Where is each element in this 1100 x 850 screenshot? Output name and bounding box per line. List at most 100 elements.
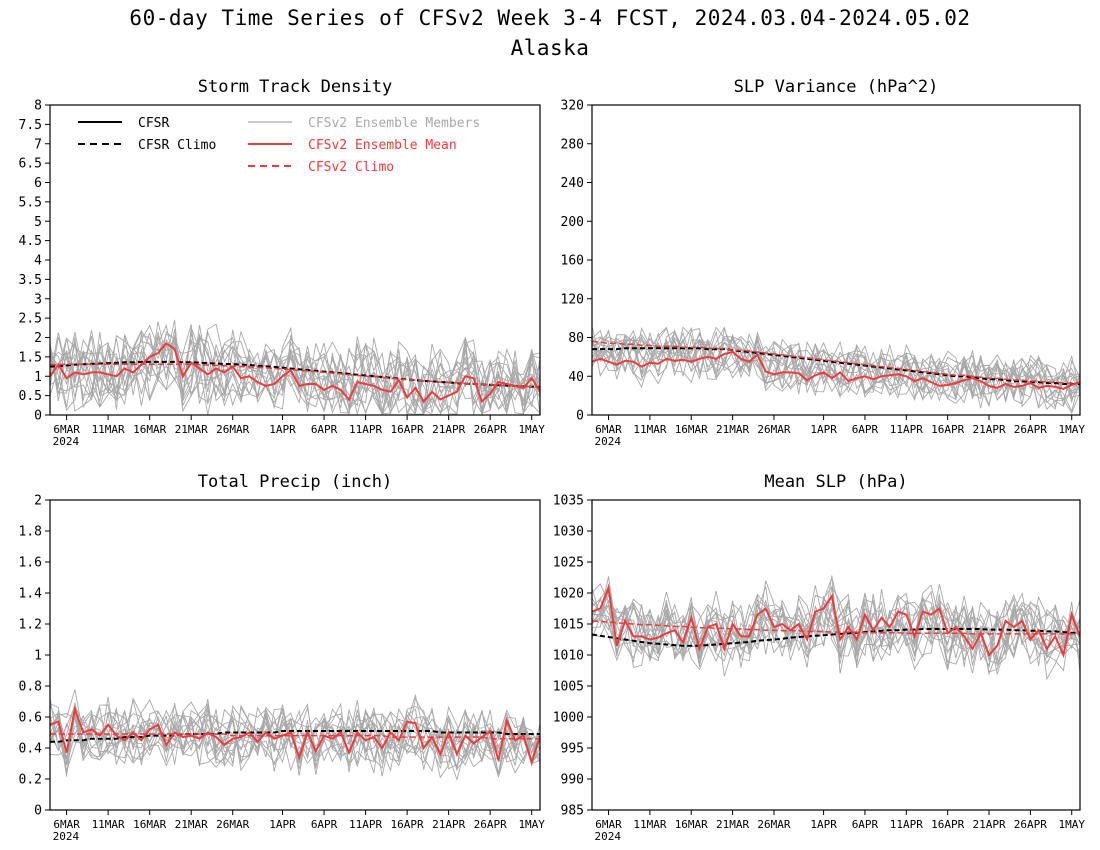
y-tick-label: 1.2 <box>19 618 42 633</box>
legend-label: CFSv2 Climo <box>308 160 394 175</box>
legend-label: CFSR <box>138 116 169 131</box>
chart-panel-3: Total Precip (inch) 0 0.2 0.4 0.6 0.8 1 1.2 1.4 1… <box>19 472 546 843</box>
y-tick-label: 0.5 <box>19 389 42 404</box>
y-tick-label: 0.8 <box>19 680 42 695</box>
x-tick-label: 11APR <box>890 818 923 831</box>
cfsv2-climo-line <box>592 620 1080 635</box>
legend-label: CFSv2 Ensemble Mean <box>308 138 457 153</box>
y-tick-label: 7 <box>34 137 42 152</box>
x-tick-label: 26APR <box>1014 423 1047 436</box>
figure-subtitle: Alaska <box>510 36 590 60</box>
plot-frame <box>49 104 541 416</box>
y-tick-label: 0 <box>34 804 42 819</box>
y-tick-label: 120 <box>561 292 584 307</box>
y-tick-label: 40 <box>568 370 584 385</box>
cfsr-climo-line <box>592 628 1080 647</box>
x-tick-label: 1APR <box>269 818 296 831</box>
ensemble-member-line <box>50 334 540 415</box>
plot-area <box>50 689 540 781</box>
ensemble-member-line <box>592 326 1080 409</box>
y-tick-label: 2 <box>34 331 42 346</box>
x-tick-label: 16MAR <box>675 818 708 831</box>
legend-label: CFSR Climo <box>138 138 216 153</box>
y-tick-label: 995 <box>561 742 584 757</box>
x-tick-label: 16APR <box>391 423 424 436</box>
x-tick-label: 21MAR <box>716 423 749 436</box>
x-tick-label: 6MAR <box>595 423 622 436</box>
plot-area <box>50 319 540 415</box>
plot-frame <box>49 499 541 811</box>
x-year-label: 2024 <box>53 435 80 448</box>
y-tick-label: 8 <box>34 99 42 114</box>
x-tick-label: 26APR <box>474 423 507 436</box>
plot-frame <box>591 499 1081 811</box>
x-tick-label: 1APR <box>810 818 837 831</box>
cfsv2-climo-line <box>592 340 1080 384</box>
ensemble-member-line <box>592 576 1080 661</box>
ensemble-member-line <box>50 324 540 415</box>
y-tick-label: 1000 <box>553 711 584 726</box>
x-tick-label: 11APR <box>349 818 382 831</box>
y-tick-label: 3 <box>34 292 42 307</box>
y-tick-label: 0.4 <box>19 742 43 757</box>
y-tick-label: 6 <box>34 176 42 191</box>
chart-title: Storm Track Density <box>198 77 392 97</box>
y-tick-label: 1025 <box>553 556 584 571</box>
y-tick-label: 2.5 <box>19 312 42 327</box>
y-tick-label: 160 <box>561 254 584 269</box>
ensemble-member-line <box>50 696 540 777</box>
ensemble-member-line <box>50 329 540 411</box>
ensemble-member-line <box>50 701 540 776</box>
y-tick-label: 1 <box>34 370 42 385</box>
y-tick-label: 3.5 <box>19 273 42 288</box>
legend-label: CFSv2 Ensemble Members <box>308 116 480 131</box>
y-tick-label: 985 <box>561 804 584 819</box>
x-tick-label: 26APR <box>474 818 507 831</box>
x-tick-label: 1MAY <box>518 818 545 831</box>
chart-panel-4: Mean SLP (hPa) 985 990 995 1000 1005 1010 1015 1… <box>553 472 1086 843</box>
figure-title: 60-day Time Series of CFSv2 Week 3-4 FCS… <box>129 6 971 30</box>
chart-title: Mean SLP (hPa) <box>764 472 907 492</box>
y-tick-label: 1.4 <box>19 587 43 602</box>
x-tick-label: 1APR <box>810 423 837 436</box>
y-tick-label: 1020 <box>553 587 584 602</box>
ensemble-member-line <box>592 575 1080 676</box>
x-tick-label: 11MAR <box>92 818 125 831</box>
ensemble-member-line <box>592 330 1080 410</box>
x-tick-label: 21APR <box>432 423 465 436</box>
x-tick-label: 11MAR <box>633 423 666 436</box>
chart-title: Total Precip (inch) <box>198 472 392 492</box>
x-tick-label: 6MAR <box>595 818 622 831</box>
ensemble-member-line <box>50 703 540 767</box>
y-tick-label: 1030 <box>553 525 584 540</box>
y-tick-label: 1.5 <box>19 350 42 365</box>
x-tick-label: 6MAR <box>53 423 80 436</box>
x-tick-label: 26MAR <box>757 423 790 436</box>
y-tick-label: 1010 <box>553 649 584 664</box>
y-tick-label: 0 <box>34 409 42 424</box>
y-tick-label: 1.6 <box>19 556 42 571</box>
x-tick-label: 6MAR <box>53 818 80 831</box>
y-tick-label: 80 <box>568 331 584 346</box>
x-tick-label: 16APR <box>931 423 964 436</box>
x-tick-label: 21APR <box>432 818 465 831</box>
x-tick-label: 11MAR <box>633 818 666 831</box>
y-tick-label: 6.5 <box>19 157 42 172</box>
ensemble-mean-line <box>592 584 1080 659</box>
y-tick-label: 1015 <box>553 618 584 633</box>
ensemble-mean-line <box>50 341 540 404</box>
x-tick-label: 26APR <box>1014 818 1047 831</box>
x-tick-label: 26MAR <box>216 818 249 831</box>
x-tick-label: 6APR <box>852 423 879 436</box>
x-tick-label: 1MAY <box>1058 423 1085 436</box>
x-year-label: 2024 <box>595 830 622 843</box>
ensemble-mean-line <box>50 705 540 766</box>
y-tick-label: 1 <box>34 649 42 664</box>
ensemble-member-line <box>50 319 540 415</box>
y-tick-label: 5.5 <box>19 195 42 210</box>
ensemble-member-line <box>592 333 1080 404</box>
x-year-label: 2024 <box>595 435 622 448</box>
x-tick-label: 1APR <box>269 423 296 436</box>
x-tick-label: 1MAY <box>1058 818 1085 831</box>
cfsr-climo-line <box>50 730 540 743</box>
